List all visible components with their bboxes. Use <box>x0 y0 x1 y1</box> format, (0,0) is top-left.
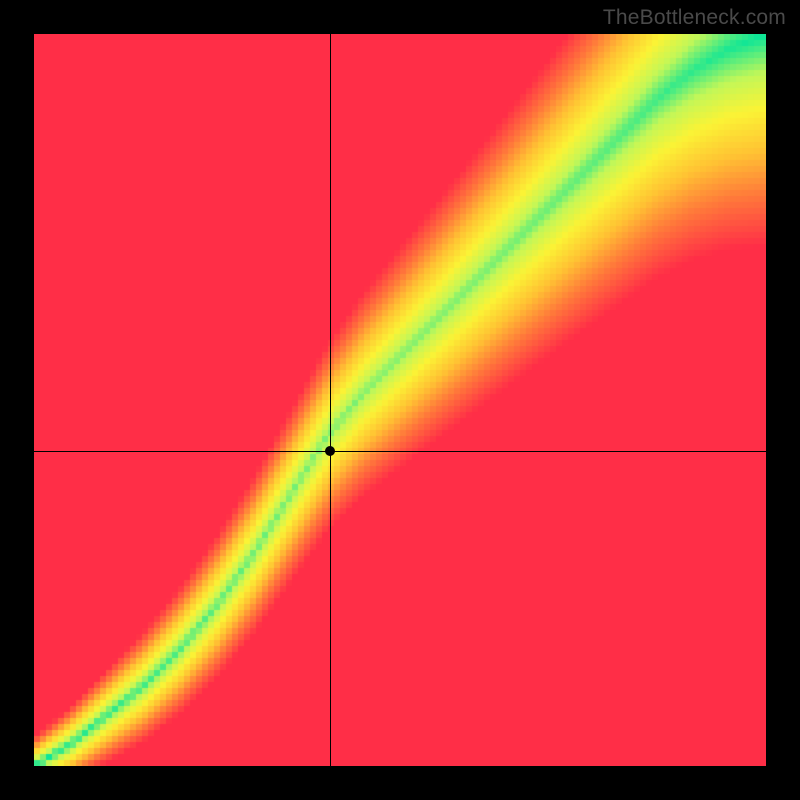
plot-area <box>34 34 766 766</box>
crosshair-horizontal <box>34 451 766 452</box>
chart-container: TheBottleneck.com <box>0 0 800 800</box>
heatmap-canvas <box>34 34 766 766</box>
crosshair-marker <box>325 446 335 456</box>
watermark-text: TheBottleneck.com <box>603 6 786 30</box>
crosshair-vertical <box>330 34 331 766</box>
